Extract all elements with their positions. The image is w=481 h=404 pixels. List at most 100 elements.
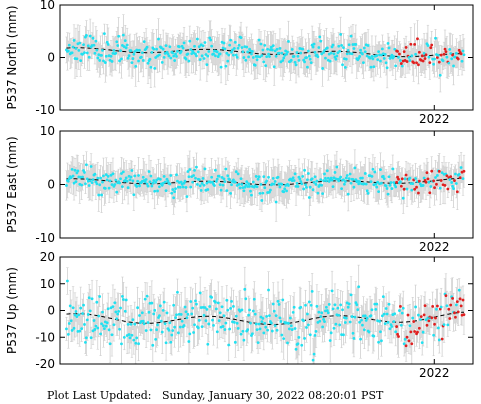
data-point <box>158 185 161 189</box>
data-point <box>72 181 76 185</box>
data-point <box>457 172 461 176</box>
data-point <box>388 183 392 187</box>
data-point <box>390 187 394 190</box>
data-point <box>224 64 228 68</box>
data-point <box>111 172 115 176</box>
data-point <box>278 316 282 320</box>
data-point <box>426 44 430 47</box>
data-point <box>124 298 128 302</box>
trend-line <box>66 177 464 186</box>
data-point <box>302 319 306 323</box>
data-point <box>407 56 411 59</box>
data-point <box>345 174 349 177</box>
data-point <box>270 48 274 52</box>
data-point <box>216 301 220 305</box>
data-point <box>247 182 251 186</box>
data-point <box>121 185 124 189</box>
data-point <box>202 313 206 317</box>
data-point <box>214 168 217 172</box>
data-point <box>300 343 304 347</box>
data-point <box>294 347 298 351</box>
data-point <box>66 332 70 336</box>
data-point <box>229 38 232 42</box>
data-point <box>323 172 326 176</box>
data-point <box>196 50 200 54</box>
data-point <box>168 321 172 325</box>
data-point <box>118 327 121 331</box>
data-point <box>205 63 209 67</box>
data-point <box>97 193 101 197</box>
data-point <box>312 352 316 356</box>
data-point <box>124 46 128 50</box>
recent-data-point <box>457 48 461 52</box>
recent-data-point <box>436 56 439 59</box>
data-point <box>121 295 124 298</box>
data-point <box>361 176 364 180</box>
data-point <box>308 333 312 337</box>
data-point <box>239 332 243 336</box>
data-point <box>421 184 425 187</box>
recent-data-point <box>453 179 456 182</box>
data-point <box>376 58 380 62</box>
data-point <box>297 336 301 339</box>
data-point <box>280 333 284 337</box>
data-point <box>451 184 454 188</box>
data-point <box>156 189 159 193</box>
data-point <box>277 51 281 55</box>
data-point <box>312 180 316 184</box>
data-point <box>331 43 335 47</box>
data-point <box>342 178 345 182</box>
data-point <box>344 57 348 61</box>
data-point <box>264 325 268 329</box>
data-point <box>245 180 249 184</box>
data-point <box>356 308 360 312</box>
data-point <box>276 299 280 303</box>
data-point <box>162 56 166 59</box>
data-point <box>80 183 84 187</box>
data-point <box>385 66 389 70</box>
data-point <box>294 63 298 67</box>
data-point <box>176 290 179 294</box>
data-point <box>247 313 251 317</box>
data-point <box>220 305 224 309</box>
data-point <box>136 306 140 310</box>
data-point <box>326 176 330 180</box>
data-point <box>227 343 231 347</box>
data-point <box>82 303 85 307</box>
data-point <box>96 326 100 330</box>
data-point <box>348 172 352 176</box>
recent-data-point <box>449 175 453 179</box>
data-point <box>226 174 230 178</box>
data-point <box>151 181 155 185</box>
data-point <box>295 181 299 185</box>
data-point <box>129 175 133 179</box>
data-point <box>307 196 311 199</box>
recent-data-point <box>404 173 408 177</box>
data-point <box>376 180 380 184</box>
data-point <box>93 51 97 55</box>
data-point <box>269 45 273 49</box>
data-point <box>408 176 412 180</box>
data-point <box>382 56 386 60</box>
data-point <box>125 179 129 183</box>
data-point <box>154 338 158 341</box>
data-point <box>330 178 334 182</box>
data-point <box>336 306 340 310</box>
data-point <box>154 181 158 184</box>
data-point <box>66 49 70 53</box>
data-point <box>410 188 414 192</box>
data-point <box>215 330 219 334</box>
data-point <box>173 190 177 194</box>
data-point <box>120 172 123 175</box>
data-point <box>251 309 255 313</box>
data-point <box>101 48 104 52</box>
data-point <box>332 326 336 330</box>
data-point <box>383 53 387 56</box>
data-point <box>313 50 317 54</box>
recent-data-point <box>412 61 416 65</box>
data-point <box>240 46 244 49</box>
data-point <box>97 314 101 318</box>
data-point <box>104 324 108 328</box>
data-point <box>353 166 357 170</box>
y-tick-label: 10 <box>40 124 55 138</box>
